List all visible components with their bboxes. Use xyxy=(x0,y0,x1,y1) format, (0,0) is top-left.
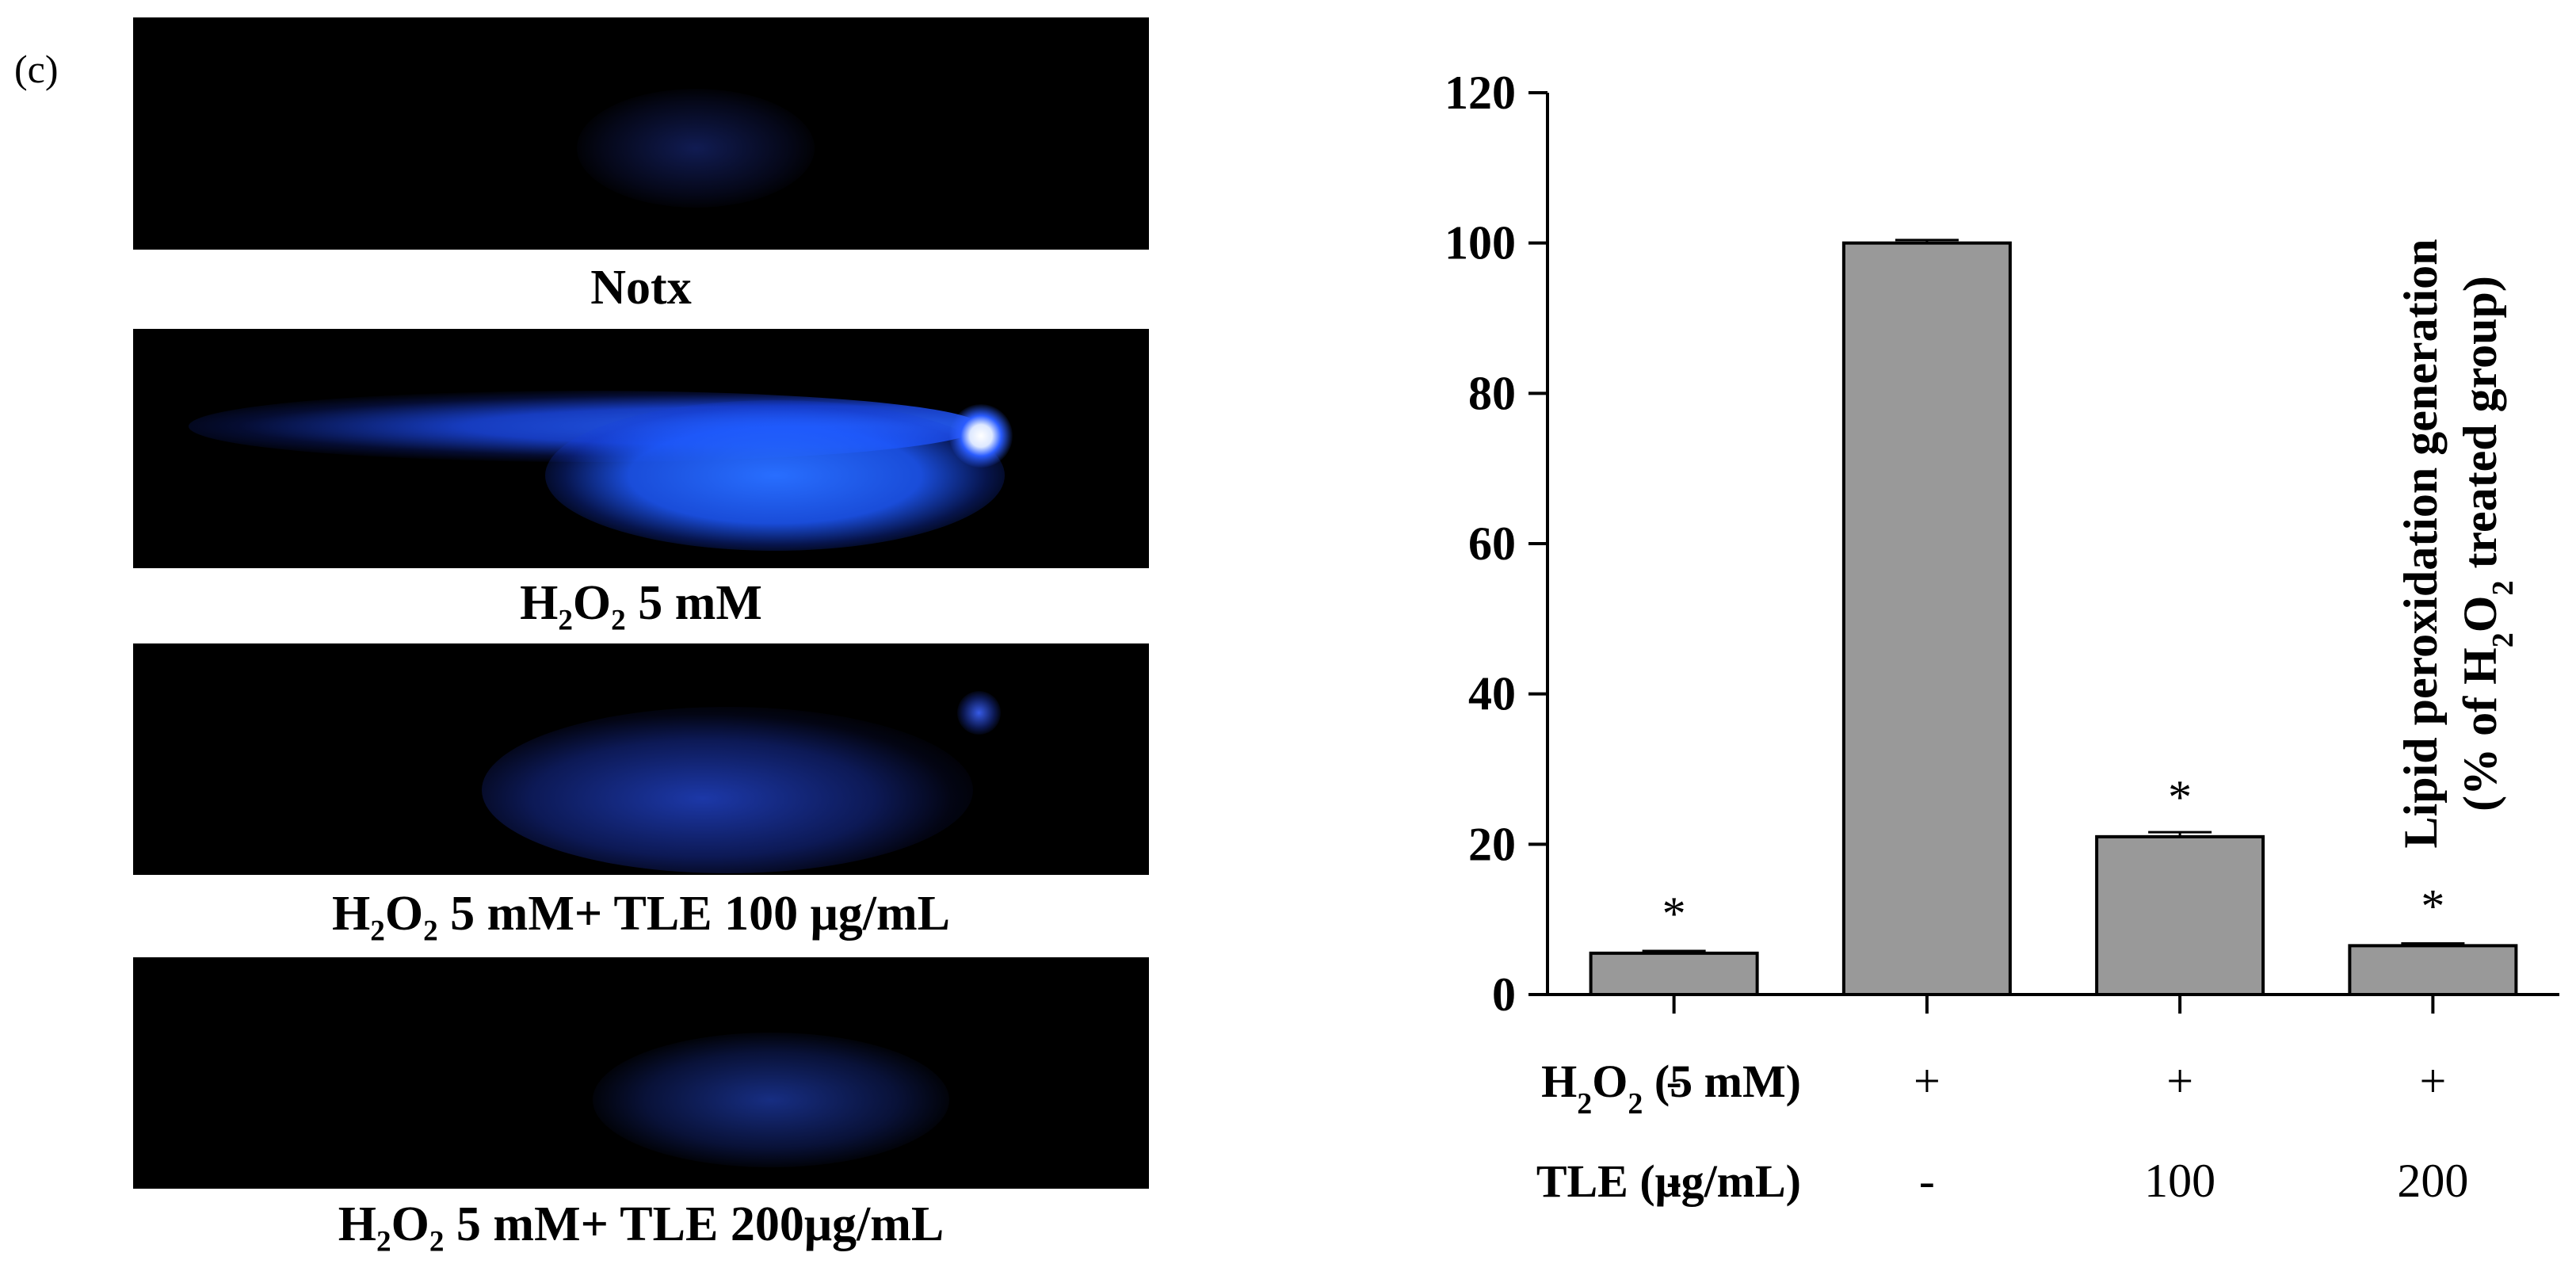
bar xyxy=(1589,951,1759,997)
y-axis-title-line1: Lipid peroxidation generation xyxy=(2395,239,2447,849)
bar xyxy=(2095,834,2265,996)
y-tick-label: 80 xyxy=(1468,367,1516,419)
treatment-row-value: + xyxy=(1914,1055,1941,1107)
treatment-row-label: TLE (μg/mL) xyxy=(1536,1155,1801,1207)
image-caption-notx: Notx xyxy=(590,261,692,315)
significance-marker: * xyxy=(1662,888,1686,940)
treatment-row-value: 200 xyxy=(2397,1155,2468,1207)
y-tick-label: 100 xyxy=(1444,217,1516,269)
lipid-peroxidation-bar-chart: Lipid peroxidation generation (% of H2O2… xyxy=(1157,48,2559,1280)
treatment-row-value: - xyxy=(1666,1155,1682,1207)
fluorescence-image-h2o2 xyxy=(133,329,1149,568)
treatment-row-value: - xyxy=(1666,1055,1682,1107)
image-caption-tle-100: H2O2 5 mM+ TLE 100 μg/mL xyxy=(332,887,950,948)
panel-label: (c) xyxy=(14,47,59,91)
significance-marker: * xyxy=(2168,771,2192,823)
fluorescence-image-tle-100 xyxy=(133,643,1149,875)
y-tick-label: 40 xyxy=(1468,668,1516,720)
bar xyxy=(2348,944,2518,996)
significance-marker: * xyxy=(2421,880,2444,932)
y-tick-label: 60 xyxy=(1468,517,1516,570)
y-tick-label: 120 xyxy=(1444,67,1516,119)
treatment-row-value: + xyxy=(2419,1055,2446,1107)
bar xyxy=(1841,241,2012,996)
y-axis-title: Lipid peroxidation generation (% of H2O2… xyxy=(2395,239,2520,849)
treatment-row-label: H2O2 (5 mM) xyxy=(1541,1056,1801,1121)
treatment-row-value: - xyxy=(1919,1155,1935,1207)
fluorescence-image-notx xyxy=(133,17,1149,250)
image-caption-tle-200: H2O2 5 mM+ TLE 200μg/mL xyxy=(338,1197,945,1258)
y-axis-title-line2: (% of H2O2 treated group) xyxy=(2454,276,2520,811)
treatment-row-value: + xyxy=(2166,1055,2193,1107)
treatment-row-value: 100 xyxy=(2144,1155,2215,1207)
image-caption-h2o2: H2O2 5 mM xyxy=(520,576,762,637)
y-tick-label: 0 xyxy=(1492,968,1516,1021)
y-tick-label: 20 xyxy=(1468,818,1516,870)
fluorescence-image-tle-200 xyxy=(133,957,1149,1189)
